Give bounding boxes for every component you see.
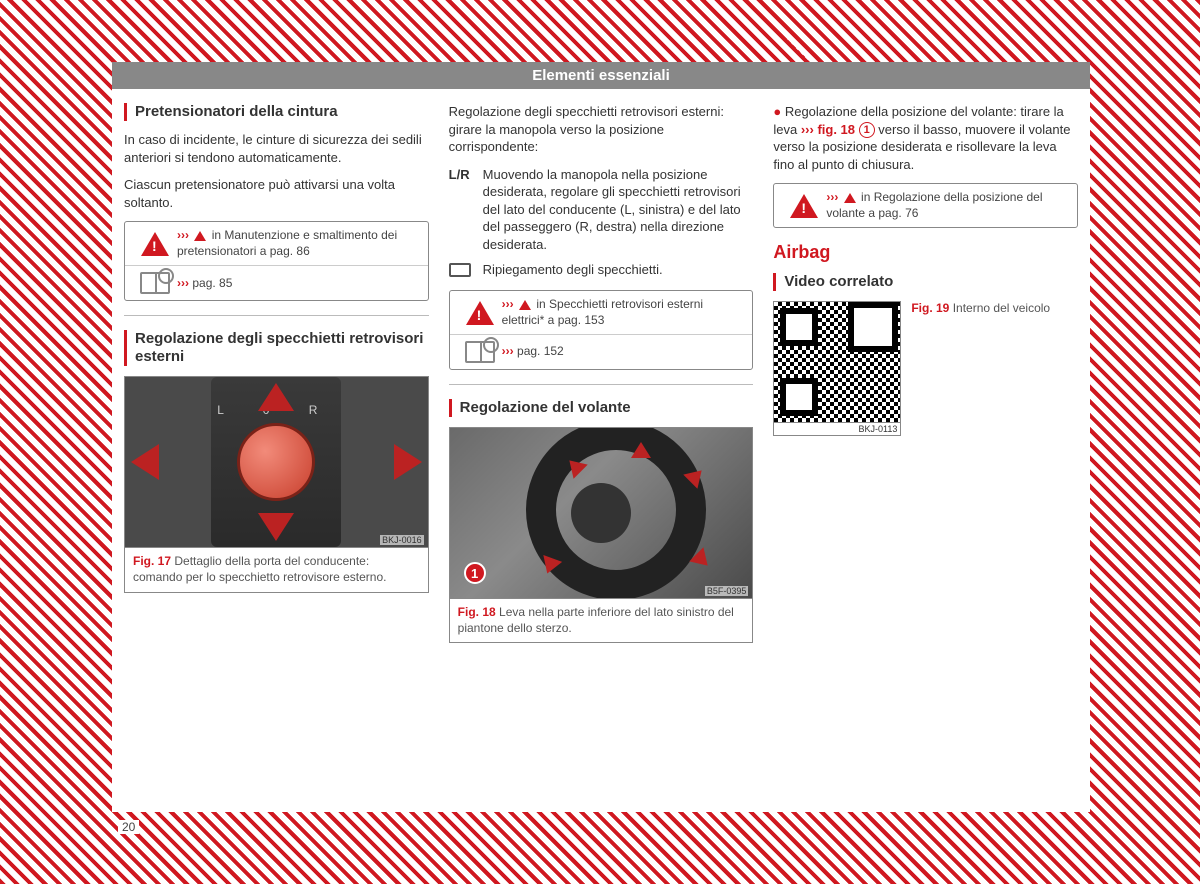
manual-page: Elementi essenziali Pretensionatori dell… <box>112 62 1090 812</box>
info-box: ››› in Manutenzione e smaltimento dei pr… <box>124 221 429 301</box>
paragraph: Regolazione degli specchietti retrovisor… <box>449 103 754 156</box>
section-title-mirrors: Regolazione degli specchietti retrovisor… <box>124 330 429 366</box>
warning-row: ››› in Regolazione della posizione del v… <box>774 184 1077 227</box>
warning-row: ››› in Manutenzione e smaltimento dei pr… <box>125 222 428 265</box>
figure-19: BKJ-0113 Fig. 19 Interno del veicolo <box>773 301 1078 436</box>
columns: Pretensionatori della cintura In caso di… <box>112 103 1090 657</box>
column-1: Pretensionatori della cintura In caso di… <box>124 103 429 657</box>
warning-text: ››› in Manutenzione e smaltimento dei pr… <box>177 228 420 259</box>
manual-book-icon <box>133 272 177 294</box>
figure-code: BKJ-0016 <box>380 535 424 545</box>
paragraph: Ciascun pretensionatore può attivarsi un… <box>124 176 429 211</box>
warning-row: ››› in Specchietti retrovisori esterni e… <box>450 291 753 334</box>
mirror-fold-icon <box>449 261 483 282</box>
section-title-video: Video correlato <box>773 273 1078 291</box>
figure-18: 1 B5F-0395 Fig. 18 Leva nella parte infe… <box>449 427 754 643</box>
definition-row-lr: L/R Muovendo la manopola nella posizione… <box>449 166 754 254</box>
book-ref-row: ››› pag. 152 <box>450 334 753 369</box>
warning-triangle-icon <box>782 194 826 218</box>
warning-text: ››› in Specchietti retrovisori esterni e… <box>502 297 745 328</box>
separator <box>124 315 429 316</box>
section-title-steering: Regolazione del volante <box>449 399 754 417</box>
figure-17-caption: Fig. 17 Dettaglio della porta del conduc… <box>125 547 428 591</box>
callout-1: 1 <box>464 562 486 584</box>
lr-label: L/R <box>449 166 483 254</box>
figure-18-caption: Fig. 18 Leva nella parte inferiore del l… <box>450 598 753 642</box>
definition-row-fold: Ripiegamento degli specchietti. <box>449 261 754 282</box>
warning-triangle-icon <box>458 301 502 325</box>
info-box: ››› in Regolazione della posizione del v… <box>773 183 1078 228</box>
book-ref-row: ››› pag. 85 <box>125 265 428 300</box>
arrow-left-icon <box>131 444 159 480</box>
fold-text: Ripiegamento degli specchietti. <box>483 261 663 282</box>
section-title-pretensioners: Pretensionatori della cintura <box>124 103 429 121</box>
warning-text: ››› in Regolazione della posizione del v… <box>826 190 1069 221</box>
warning-triangle-icon <box>133 232 177 256</box>
column-3: ● Regolazione della posizione del volant… <box>773 103 1078 657</box>
figure-18-image: 1 B5F-0395 <box>450 428 753 598</box>
info-box: ››› in Specchietti retrovisori esterni e… <box>449 290 754 370</box>
arrow-down-icon <box>258 513 294 541</box>
paragraph: In caso di incidente, le cinture di sicu… <box>124 131 429 166</box>
figure-ref: fig. 18 <box>817 122 855 137</box>
bullet-steering-adjust: ● Regolazione della posizione del volant… <box>773 103 1078 173</box>
figure-code: B5F-0395 <box>705 586 749 596</box>
figure-17-image: L 0 R BKJ-0016 <box>125 377 428 547</box>
figure-17: L 0 R BKJ-0016 Fig. 17 Dettaglio della p… <box>124 376 429 592</box>
heading-airbag: Airbag <box>773 242 1078 263</box>
arrow-up-icon <box>258 383 294 411</box>
separator <box>449 384 754 385</box>
mirror-knob-icon <box>237 423 315 501</box>
qr-code-box: BKJ-0113 <box>773 301 901 436</box>
steering-hub-icon <box>571 483 631 543</box>
arrow-right-icon <box>394 444 422 480</box>
book-ref-text: ››› pag. 85 <box>177 276 420 292</box>
page-header: Elementi essenziali <box>112 62 1090 89</box>
figure-code: BKJ-0113 <box>774 422 900 435</box>
figure-19-caption: Fig. 19 Interno del veicolo <box>911 301 1078 317</box>
page-number: 20 <box>118 820 139 834</box>
qr-code-icon <box>774 302 900 422</box>
manual-book-icon <box>458 341 502 363</box>
lr-text: Muovendo la manopola nella posizione des… <box>483 166 754 254</box>
column-2: Regolazione degli specchietti retrovisor… <box>449 103 754 657</box>
arrow-icon <box>631 442 651 458</box>
book-ref-text: ››› pag. 152 <box>502 344 745 360</box>
callout-ref-1: 1 <box>859 122 875 138</box>
